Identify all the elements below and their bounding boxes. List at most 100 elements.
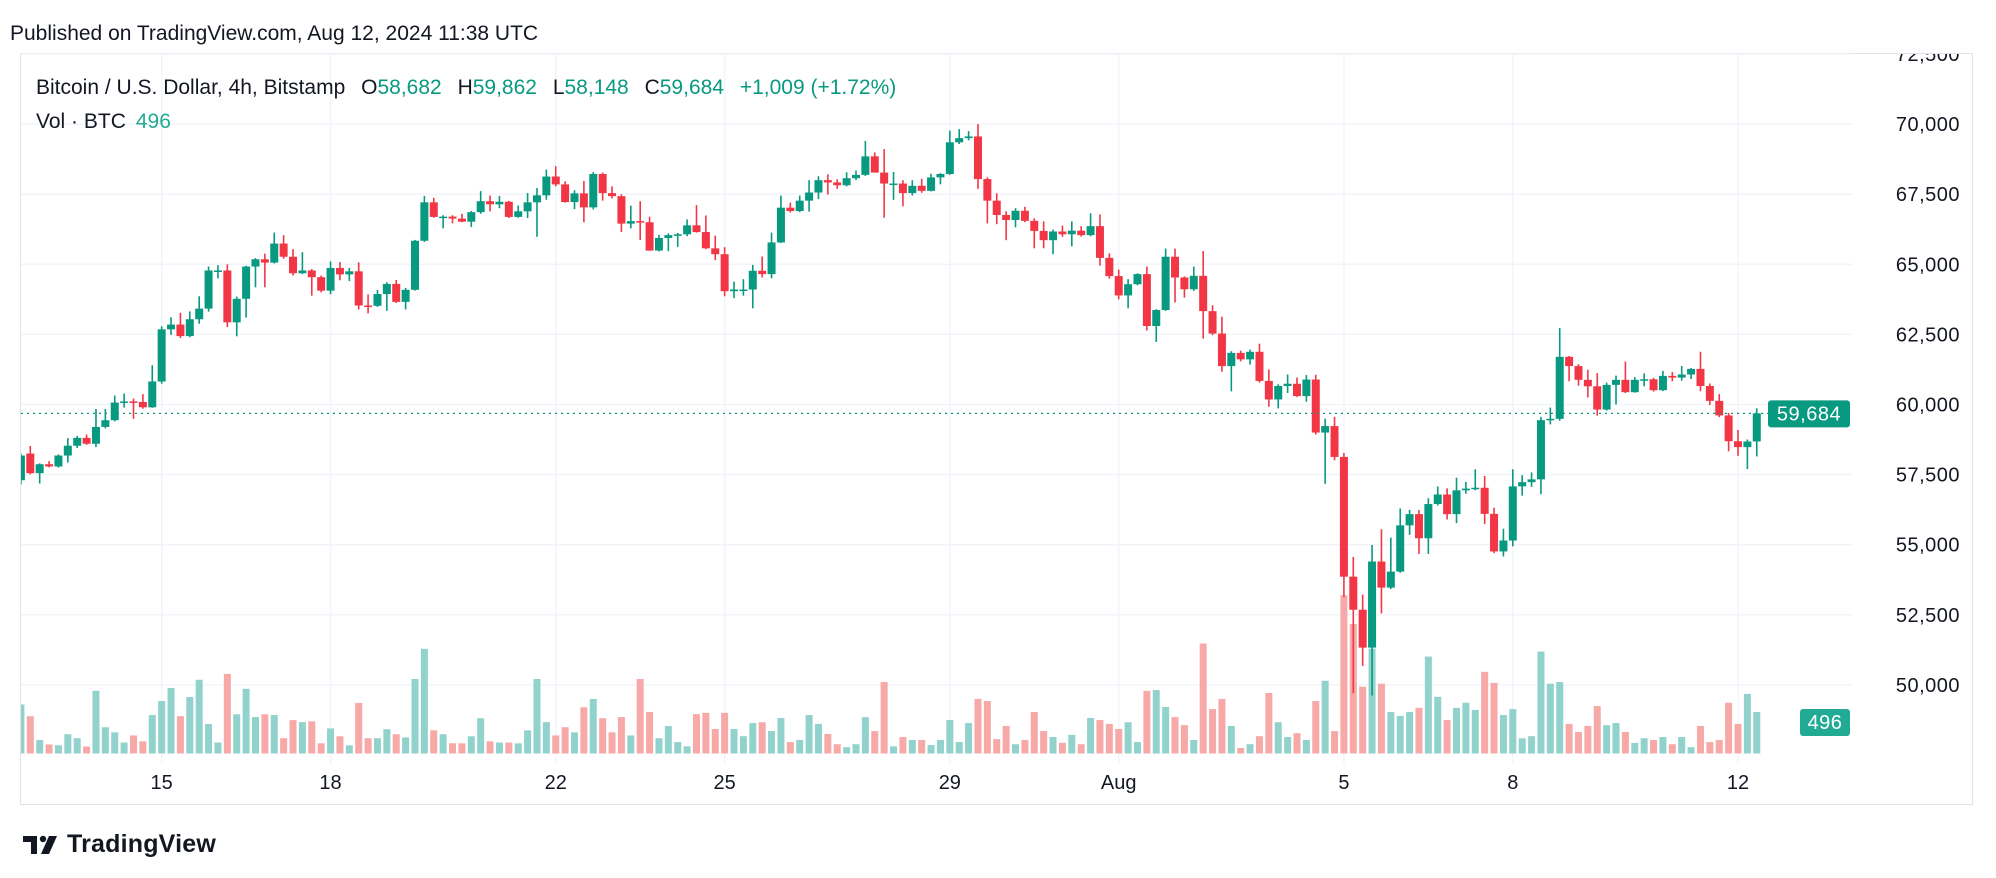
price-tick-label: 67,500 xyxy=(1896,184,1960,206)
volume-bar xyxy=(1715,739,1723,754)
volume-bar xyxy=(1509,709,1517,754)
candle-body xyxy=(1255,351,1264,381)
tradingview-brand[interactable]: TradingView xyxy=(23,830,216,859)
volume-bar xyxy=(1621,731,1629,754)
volume-bar xyxy=(1565,723,1573,754)
volume-bar xyxy=(768,731,776,754)
candle-body xyxy=(1565,356,1574,367)
candle-body xyxy=(1508,486,1517,541)
close-label: C xyxy=(644,76,660,99)
volume-bar xyxy=(1143,690,1151,754)
price-tick-label: 50,000 xyxy=(1896,675,1960,697)
volume-label[interactable]: Vol · BTC xyxy=(36,110,126,133)
volume-bar xyxy=(1190,739,1198,754)
volume-bar xyxy=(392,734,400,754)
candle-body xyxy=(983,179,992,201)
candle-body xyxy=(767,242,776,275)
candle-body xyxy=(1199,275,1208,312)
volume-bar xyxy=(242,688,250,754)
low-label: L xyxy=(552,76,565,99)
volume-bar xyxy=(1593,706,1601,754)
volume-bar xyxy=(101,727,109,754)
volume-bar xyxy=(120,742,128,754)
candle-body xyxy=(1171,256,1180,278)
price-tick-label: 52,500 xyxy=(1896,605,1960,627)
candle-body xyxy=(101,420,110,427)
candle-body xyxy=(289,256,298,274)
candle-body xyxy=(1687,368,1696,375)
volume-bar xyxy=(758,722,766,754)
candle-body xyxy=(110,402,119,421)
volume-bar xyxy=(1537,651,1545,754)
candle-body xyxy=(1640,379,1649,381)
candle-body xyxy=(1142,274,1151,326)
candle-body xyxy=(1058,231,1067,235)
volume-bar xyxy=(1453,707,1461,754)
volume-bar xyxy=(317,743,325,754)
candle-body xyxy=(251,259,260,267)
candle-body xyxy=(1424,504,1433,539)
symbol-title[interactable]: Bitcoin / U.S. Dollar, 4h, Bitstamp xyxy=(36,76,346,99)
candle-body xyxy=(54,455,63,467)
candle-body xyxy=(851,174,860,179)
candle-body xyxy=(35,464,44,474)
volume-bar xyxy=(552,735,560,754)
volume-bar xyxy=(608,732,616,754)
volume-bar xyxy=(1171,717,1179,754)
volume-bar xyxy=(1133,742,1141,754)
candle-body xyxy=(861,156,870,175)
candle-body xyxy=(21,455,25,481)
candle-body xyxy=(148,381,157,408)
volume-bar xyxy=(1124,722,1132,754)
candle-body xyxy=(317,277,326,291)
volume-bar xyxy=(1668,744,1676,754)
candle-body xyxy=(401,289,410,302)
volume-bar xyxy=(852,744,860,754)
volume-bar xyxy=(1631,742,1639,754)
candle-body xyxy=(1330,426,1339,457)
candle-body xyxy=(1480,487,1489,514)
candle-body xyxy=(1114,276,1123,296)
candle-body xyxy=(579,193,588,208)
candle-body xyxy=(335,267,344,275)
last-price-tag-text: 59,684 xyxy=(1777,403,1841,425)
price-tick-label: 70,000 xyxy=(1896,114,1960,136)
volume-bar xyxy=(655,738,663,754)
volume-bar xyxy=(1218,698,1226,754)
volume-bar xyxy=(1321,680,1329,754)
volume-bar xyxy=(1490,682,1498,754)
candle-body xyxy=(486,201,495,205)
candle-body xyxy=(185,319,194,337)
candle-body xyxy=(532,195,541,203)
candle-body xyxy=(45,464,54,467)
volume-bar xyxy=(495,742,503,754)
candle-body xyxy=(673,234,682,236)
candle-body xyxy=(1358,609,1367,648)
volume-bar xyxy=(270,715,278,754)
candle-body xyxy=(345,271,354,275)
volume-bar xyxy=(589,698,597,754)
candle-body xyxy=(1405,514,1414,526)
price-axis[interactable]: 72,500 70,000 67,500 65,000 62,500 60,000 57,5… xyxy=(1896,44,1960,697)
candle-body xyxy=(504,201,513,217)
candle-body xyxy=(626,221,635,224)
time-tick-label: 25 xyxy=(714,772,736,794)
volume-bar xyxy=(430,730,438,754)
time-axis[interactable]: 15 18 22 25 29 Aug 5 8 12 xyxy=(151,772,1750,794)
candle-body xyxy=(1227,352,1236,367)
volume-bar xyxy=(843,747,851,754)
volume-bar xyxy=(1696,725,1704,754)
candle-body xyxy=(1208,311,1217,334)
time-tick-label: 22 xyxy=(545,772,567,794)
open-label: O xyxy=(361,76,378,99)
candle-body xyxy=(1743,441,1752,448)
candle-body xyxy=(392,283,401,302)
candle-body xyxy=(1518,482,1527,487)
candle-body xyxy=(936,174,945,178)
volume-bar xyxy=(1227,725,1235,754)
candle-body xyxy=(795,200,804,212)
volume-bar xyxy=(505,742,513,754)
candle-body xyxy=(814,180,823,193)
price-tick-label: 62,500 xyxy=(1896,324,1960,346)
